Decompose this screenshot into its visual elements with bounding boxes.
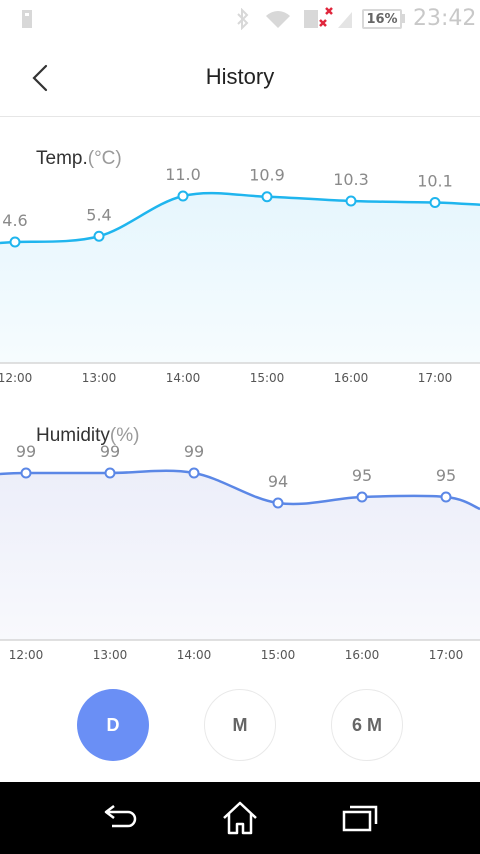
chart-x-tick-label: 16:00: [345, 648, 380, 662]
chart-x-tick-label: 13:00: [82, 371, 117, 385]
chart-data-point: [272, 497, 284, 509]
sim-card-icon: [22, 10, 32, 28]
back-button[interactable]: [28, 62, 56, 94]
chart-data-label: 5.4: [86, 205, 111, 224]
battery-tip: [402, 14, 405, 23]
battery-percentage: 16%: [366, 12, 398, 27]
chart-data-label: 10.9: [249, 166, 285, 185]
humidity-chart-title: Humidity(%): [36, 425, 139, 447]
chart-data-point: [345, 195, 357, 207]
chart-data-label: 99: [16, 442, 36, 461]
temp-chart-unit: (°C): [87, 148, 122, 169]
humidity-chart-unit: (%): [109, 425, 140, 446]
chart-data-point: [261, 191, 273, 203]
range-month-button[interactable]: M: [204, 689, 276, 761]
battery-indicator: 16%: [362, 9, 402, 29]
chart-data-label: 99: [184, 442, 204, 461]
chart-area-fill: [0, 470, 480, 640]
chart-data-label: 4.6: [2, 211, 27, 230]
app-bar: History: [0, 38, 480, 117]
status-time: 23:42: [413, 6, 477, 31]
temp-chart-title: Temp.(°C): [36, 148, 122, 170]
humidity-chart: 99 12:00 99 13:00 99 14:00 94 15:00 95 16:00 95 17:…: [0, 442, 480, 662]
back-arrow-icon: [104, 805, 137, 828]
chart-series-line: [0, 469, 480, 511]
temp-chart-label: Temp.: [36, 148, 88, 169]
home-icon: [223, 801, 257, 835]
chart-data-point: [356, 491, 368, 503]
chart-data-label: 11.0: [165, 165, 201, 184]
chart-data-point: [20, 467, 32, 479]
chart-x-tick-label: 12:00: [0, 371, 32, 385]
chart-data-label: 10.1: [417, 171, 453, 190]
chart-data-label: 10.3: [333, 170, 369, 189]
page-title: History: [205, 64, 275, 89]
navigation-bar: [0, 782, 480, 854]
chart-data-point: [177, 190, 189, 202]
bluetooth-icon: [237, 8, 249, 30]
range-day-button[interactable]: D: [77, 689, 149, 761]
chart-data-point: [93, 230, 105, 242]
chart-x-tick-label: 17:00: [418, 371, 453, 385]
chart-data-label: 94: [268, 472, 288, 491]
chart-x-tick-label: 13:00: [93, 648, 128, 662]
chart-x-tick-label: 15:00: [250, 371, 285, 385]
chart-x-tick-label: 14:00: [166, 371, 201, 385]
chart-area-fill: [0, 193, 480, 363]
chart-data-label: 95: [436, 466, 456, 485]
chevron-left-icon: [32, 64, 48, 92]
range-six-month-button[interactable]: 6 M: [331, 689, 403, 761]
chart-x-tick-label: 15:00: [261, 648, 296, 662]
nav-recent-apps-button[interactable]: [340, 800, 380, 836]
nav-home-button[interactable]: [220, 800, 260, 836]
chart-data-point: [429, 196, 441, 208]
chart-data-point: [9, 236, 21, 248]
chart-x-tick-label: 12:00: [9, 648, 44, 662]
humidity-chart-label: Humidity: [36, 425, 110, 446]
chart-data-label: 99: [100, 442, 120, 461]
chart-series-line: [0, 191, 480, 245]
nav-back-button[interactable]: [100, 800, 140, 836]
chart-x-tick-label: 17:00: [429, 648, 464, 662]
chart-x-tick-label: 14:00: [177, 648, 212, 662]
chart-data-label: 95: [352, 466, 372, 485]
signal-icon: [338, 12, 352, 28]
wifi-icon: [266, 11, 290, 28]
no-sim-icon: [304, 7, 333, 28]
status-bar: 16% 23:42: [0, 0, 480, 38]
chart-x-tick-label: 16:00: [334, 371, 369, 385]
temperature-chart: 4.6 12:00 5.4 13:00 11.0 14:00 10.9 15:00 10.3 16…: [0, 165, 480, 385]
recent-apps-icon: [342, 805, 378, 832]
chart-data-point: [440, 491, 452, 503]
chart-data-point: [188, 467, 200, 479]
chart-data-point: [104, 467, 116, 479]
